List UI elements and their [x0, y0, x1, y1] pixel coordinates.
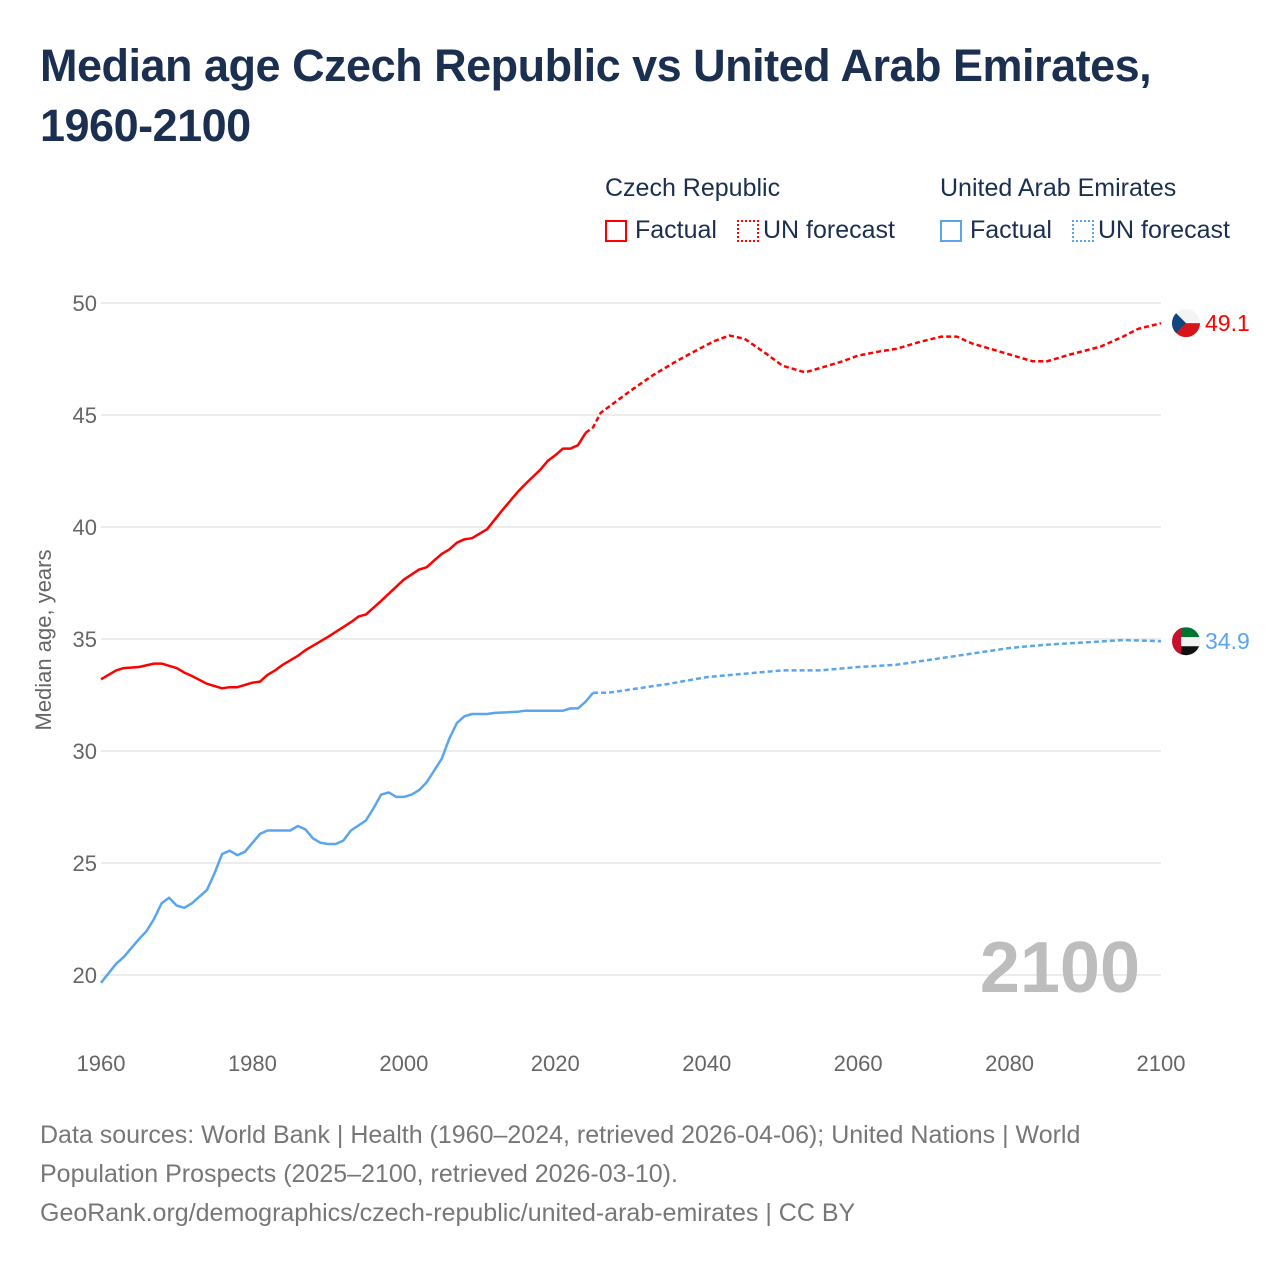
end-labels: 49.1 34.9: [1172, 309, 1250, 656]
series-line-factual-0: [100, 432, 587, 690]
flag-body: [1172, 309, 1200, 338]
legend-label: Factual: [635, 216, 717, 244]
x-axis-ticks: 1960 1980 2000 2020 2040 2060 2080 2100: [77, 1051, 1186, 1076]
y-tick-label: 45: [73, 403, 97, 428]
flag-white-band: [1172, 637, 1200, 647]
y-axis-label: Median age, years: [31, 550, 56, 731]
y-tick-label: 25: [73, 851, 97, 876]
dotted-line-swatch-icon: [1072, 219, 1094, 242]
flag-red-band: [1172, 627, 1181, 656]
year-watermark: 2100: [980, 928, 1140, 1008]
legend-label: UN forecast: [1098, 216, 1230, 244]
dotted-line-swatch-icon: [737, 219, 759, 242]
gridlines: [101, 302, 1161, 976]
uae-flag-icon: [1172, 627, 1200, 656]
series-lines: [100, 321, 1162, 984]
x-tick-label: 1960: [77, 1051, 126, 1076]
footer: Data sources: World Bank | Health (1960–…: [40, 1116, 1220, 1233]
x-tick-label: 2000: [379, 1051, 428, 1076]
end-value-label: 34.9: [1205, 628, 1250, 654]
legend-item-czech-forecast[interactable]: UN forecast: [737, 216, 895, 245]
series-line-forecast-0: [584, 321, 1162, 434]
series-line-factual-1: [100, 691, 595, 984]
source-line-1: Data sources: World Bank | Health (1960–…: [40, 1121, 1081, 1149]
source-line-3[interactable]: GeoRank.org/demographics/czech-republic/…: [40, 1199, 856, 1227]
solid-line-swatch-icon: [605, 219, 627, 242]
czech-flag-icon: [1172, 309, 1200, 338]
x-tick-label: 2080: [985, 1051, 1034, 1076]
legend-item-czech-factual[interactable]: Factual: [605, 216, 717, 245]
legend-item-uae-forecast[interactable]: UN forecast: [1072, 216, 1230, 245]
flag-blue-triangle: [1172, 309, 1186, 338]
legend-group-title: Czech Republic: [605, 174, 781, 202]
y-tick-label: 50: [73, 291, 97, 316]
flag-green-band: [1172, 627, 1200, 638]
legend-label: Factual: [970, 216, 1052, 244]
y-axis-ticks: 20 25 30 35 40 45 50: [73, 291, 97, 988]
legend-group-title: United Arab Emirates: [940, 174, 1177, 202]
solid-line-swatch-icon: [940, 219, 962, 242]
y-tick-label: 20: [73, 963, 97, 988]
chart-title: Median age Czech Republic vs United Arab…: [40, 40, 1152, 151]
y-tick-label: 30: [73, 739, 97, 764]
flag-body: [1172, 627, 1200, 656]
source-line-2: Population Prospects (2025–2100, retriev…: [40, 1160, 678, 1188]
x-tick-label: 1980: [228, 1051, 277, 1076]
y-tick-label: 35: [73, 627, 97, 652]
series-line-forecast-1: [593, 638, 1162, 695]
flag-black-band: [1172, 646, 1200, 656]
x-tick-label: 2100: [1137, 1051, 1186, 1076]
x-tick-label: 2020: [531, 1051, 580, 1076]
x-tick-label: 2060: [834, 1051, 883, 1076]
end-value-label: 49.1: [1205, 310, 1250, 336]
legend-item-uae-factual[interactable]: Factual: [940, 216, 1052, 245]
x-tick-label: 2040: [682, 1051, 731, 1076]
legend-label: UN forecast: [763, 216, 895, 244]
y-tick-label: 40: [73, 515, 97, 540]
